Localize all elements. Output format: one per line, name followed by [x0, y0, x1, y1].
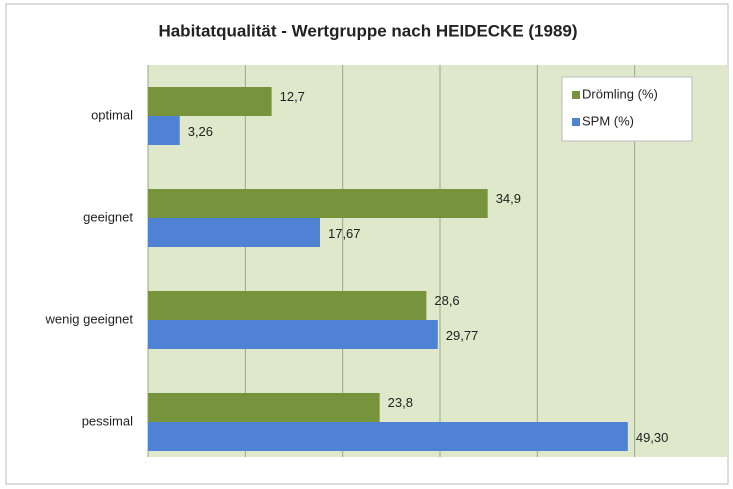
bar: [148, 291, 427, 320]
value-label: 3,26: [188, 124, 213, 139]
bar: [148, 422, 628, 451]
y-tick-label: optimal: [91, 107, 133, 122]
value-label: 23,8: [388, 395, 413, 410]
legend-swatch: [572, 118, 580, 126]
bars: 12,7 3,26 34,9 17,67 28,6 29,77 23,8 49,30: [148, 87, 668, 451]
bar: [148, 116, 180, 145]
bar: [148, 320, 438, 349]
legend-label: SPM (%): [582, 113, 634, 128]
y-tick-label: wenig geeignet: [45, 311, 134, 326]
y-tick-label: geeignet: [83, 209, 133, 224]
chart-title: Habitatqualität - Wertgruppe nach HEIDEC…: [158, 21, 577, 40]
bar: [148, 393, 380, 422]
value-label: 34,9: [496, 191, 521, 206]
value-label: 49,30: [636, 430, 669, 445]
value-label: 12,7: [280, 89, 305, 104]
value-label: 17,67: [328, 226, 361, 241]
y-tick-label: pessimal: [82, 413, 133, 428]
value-label: 29,77: [446, 328, 479, 343]
bar: [148, 189, 488, 218]
bar: [148, 218, 320, 247]
legend-swatch: [572, 91, 580, 99]
legend-label: Drömling (%): [582, 86, 658, 101]
legend: [561, 76, 693, 142]
value-label: 28,6: [434, 293, 459, 308]
bar: [148, 87, 272, 116]
